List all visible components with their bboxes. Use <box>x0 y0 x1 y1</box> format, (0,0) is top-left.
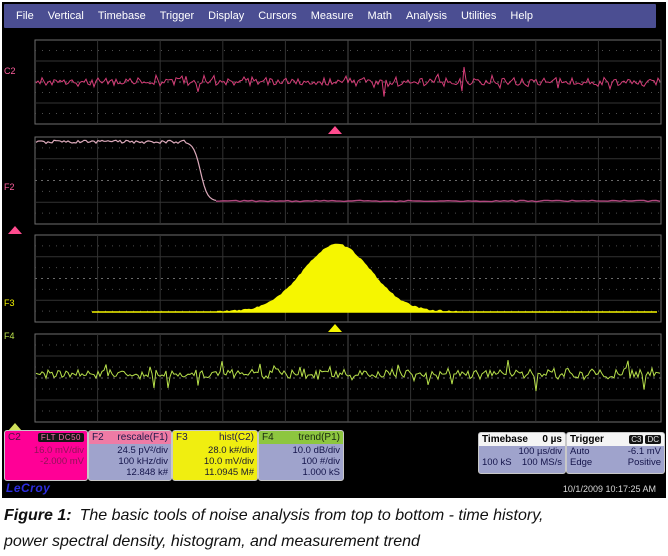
menu-trigger[interactable]: Trigger <box>159 10 195 22</box>
timebase-delay: 0 µs <box>542 434 562 445</box>
trigger-time-marker[interactable] <box>328 126 342 134</box>
f3-function: hist(C2) <box>218 432 254 443</box>
menu-timebase[interactable]: Timebase <box>97 10 146 22</box>
trace-f4 <box>35 360 661 392</box>
timestamp: 10/1/2009 10:17:25 AM <box>562 484 656 494</box>
timebase-per-div: 100 µs/div <box>518 446 563 457</box>
figure-caption: Figure 1: The basic tools of noise analys… <box>4 503 664 555</box>
trace-label-c2[interactable]: C2 <box>4 66 16 76</box>
f4-label: F4 <box>262 432 274 443</box>
c2-label: C2 <box>8 432 21 443</box>
menu-file[interactable]: File <box>16 10 34 22</box>
trace-f2-descriptor[interactable]: F2 rescale(F1) 24.5 pV²/div 100 kHz/div … <box>88 430 172 481</box>
trace-label-f3[interactable]: F3 <box>4 298 15 308</box>
caption-text-1: The basic tools of noise analysis from t… <box>79 507 544 524</box>
trace-f3-histogram <box>217 243 457 312</box>
trigger-descriptor[interactable]: Trigger C3 DC Auto -6.1 mV Edge Positive <box>566 432 665 474</box>
lecroy-logo: LeCroy <box>6 481 51 495</box>
menu-math[interactable]: Math <box>367 10 392 22</box>
f4-vertical-scale: 10.0 dB/div <box>292 445 340 456</box>
menu-vertical[interactable]: Vertical <box>47 10 84 22</box>
f2-vertical-scale: 24.5 pV²/div <box>117 445 168 456</box>
trigger-coupling-badge: DC <box>645 435 661 444</box>
caption-line-2: power spectral density, histogram, and m… <box>4 533 420 550</box>
trigger-mode: Auto <box>570 446 590 457</box>
trigger-level: -6.1 mV <box>627 446 661 457</box>
f2-points: 12.848 k# <box>126 467 168 478</box>
menu-help[interactable]: Help <box>510 10 534 22</box>
status-row: C2 FLT DC50 16.0 mV/div -2.000 mV F2 res… <box>2 430 666 482</box>
trend-indicator-marker[interactable] <box>8 423 22 431</box>
trigger-title: Trigger <box>570 434 604 445</box>
trace-f4-descriptor[interactable]: F4 trend(P1) 10.0 dB/div 100 #/div 1.000… <box>258 430 344 481</box>
trigger-type: Edge <box>570 457 593 468</box>
f2-function: rescale(F1) <box>117 432 168 443</box>
f3-horizontal-scale: 10.0 mV/div <box>203 456 254 467</box>
c2-coupling-badge: FLT DC50 <box>37 433 84 442</box>
caption-line-1: Figure 1: The basic tools of noise analys… <box>4 503 664 529</box>
timebase-samples: 100 kS <box>482 457 512 468</box>
menu-analysis[interactable]: Analysis <box>406 10 447 22</box>
f3-vertical-scale: 28.0 k#/div <box>208 445 254 456</box>
f4-horizontal-scale: 100 #/div <box>301 456 340 467</box>
f4-samples: 1.000 kS <box>302 467 341 478</box>
waveform-display: C2 F2 F3 F4 <box>4 39 662 431</box>
menu-cursors[interactable]: Cursors <box>258 10 297 22</box>
trace-f3-descriptor[interactable]: F3 hist(C2) 28.0 k#/div 10.0 mV/div 11.0… <box>172 430 258 481</box>
f2-horizontal-scale: 100 kHz/div <box>118 456 168 467</box>
channel-c2-descriptor[interactable]: C2 FLT DC50 16.0 mV/div -2.000 mV <box>4 430 88 481</box>
c2-offset: -2.000 mV <box>40 456 84 467</box>
timebase-title: Timebase <box>482 434 528 445</box>
menu-utilities[interactable]: Utilities <box>460 10 497 22</box>
trace-label-f4[interactable]: F4 <box>4 331 15 341</box>
timebase-rate: 100 MS/s <box>521 457 562 468</box>
menu-display[interactable]: Display <box>208 10 245 22</box>
timebase-descriptor[interactable]: Timebase 0 µs 100 µs/div 100 kS 100 MS/s <box>478 432 566 474</box>
f2-label: F2 <box>92 432 104 443</box>
c2-volts-per-div: 16.0 mV/div <box>33 445 84 456</box>
trace-f2-edge <box>35 139 217 201</box>
f4-function: trend(P1) <box>298 432 340 443</box>
f3-label: F3 <box>176 432 188 443</box>
menu-bar: File Vertical Timebase Trigger Display C… <box>4 4 656 28</box>
trigger-slope: Positive <box>627 457 661 468</box>
trace-c2 <box>35 66 661 97</box>
caption-figure-label: Figure 1: <box>4 507 72 524</box>
trace-f2-baseline <box>215 199 661 203</box>
oscilloscope-screen: File Vertical Timebase Trigger Display C… <box>2 2 666 498</box>
f2-indicator-marker[interactable] <box>8 226 22 234</box>
trigger-source-badge: C3 <box>629 435 644 444</box>
histogram-center-marker[interactable] <box>328 324 342 332</box>
f3-population: 11.0945 M# <box>204 467 254 478</box>
trace-label-f2[interactable]: F2 <box>4 182 15 192</box>
menu-measure[interactable]: Measure <box>310 10 354 22</box>
